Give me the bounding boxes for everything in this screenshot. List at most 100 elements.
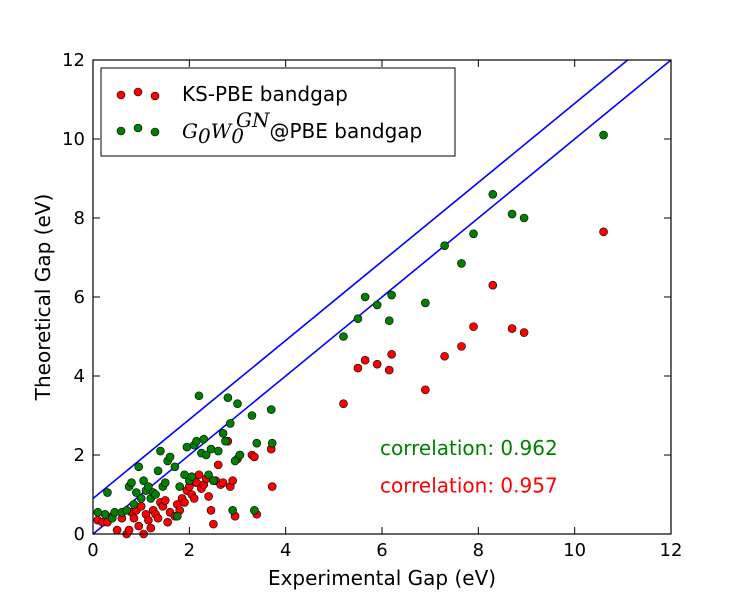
data-point-1-46 <box>228 505 237 515</box>
data-point-0-35 <box>194 470 204 480</box>
data-point-0-69 <box>519 328 529 337</box>
correlation-ks-text: correlation: 0.957 <box>380 474 558 498</box>
data-point-1-53 <box>266 405 276 414</box>
data-point-1-0 <box>93 507 103 517</box>
y-tick-label-5: 10 <box>62 129 85 150</box>
data-point-1-66 <box>507 209 517 219</box>
data-point-0-61 <box>384 365 394 375</box>
data-point-1-11 <box>134 462 144 472</box>
data-point-1-12 <box>136 494 146 503</box>
legend-gw-sup: GN <box>236 108 271 132</box>
data-point-0-64 <box>440 351 449 361</box>
data-point-0-57 <box>339 399 348 408</box>
legend-marker-gw-3 <box>150 127 160 137</box>
legend-gw-G: G <box>182 119 198 143</box>
data-point-1-41 <box>213 446 223 456</box>
x-axis-label: Experimental Gap (eV) <box>268 566 496 590</box>
data-point-1-56 <box>353 314 363 324</box>
data-point-0-15 <box>144 515 153 525</box>
data-point-1-65 <box>488 190 498 199</box>
data-point-0-16 <box>146 523 156 533</box>
data-point-1-18 <box>151 490 160 499</box>
data-point-0-48 <box>228 476 237 485</box>
data-point-1-29 <box>182 442 192 452</box>
data-point-1-49 <box>235 450 245 460</box>
data-point-1-10 <box>132 488 141 497</box>
data-point-0-12 <box>136 502 146 511</box>
series-1 <box>93 130 608 523</box>
data-point-1-64 <box>469 229 478 239</box>
data-point-1-19 <box>153 466 163 476</box>
data-point-1-13 <box>139 476 148 485</box>
data-point-1-38 <box>204 470 213 480</box>
data-point-1-59 <box>384 316 394 326</box>
data-point-0-41 <box>209 519 218 529</box>
data-point-1-44 <box>223 393 233 403</box>
data-point-0-63 <box>421 385 430 395</box>
legend: KS-PBE bandgap G0W0GN@PBE bandgap <box>100 67 456 157</box>
data-point-1-40 <box>209 476 218 485</box>
data-point-1-37 <box>201 450 211 460</box>
y-axis: 0 2 4 6 8 10 12 <box>62 50 671 545</box>
data-point-1-68 <box>599 130 608 140</box>
data-point-0-43 <box>213 460 223 470</box>
legend-marker-ks-1 <box>116 90 126 100</box>
data-point-0-11 <box>134 521 144 531</box>
data-point-1-48 <box>233 399 242 408</box>
data-point-0-70 <box>599 227 608 237</box>
legend-marker-gw-2 <box>133 123 143 133</box>
data-point-0-22 <box>160 496 170 505</box>
data-point-0-56 <box>267 482 277 491</box>
data-point-1-61 <box>421 298 430 308</box>
data-point-1-62 <box>440 241 449 250</box>
data-point-0-39 <box>204 492 213 501</box>
data-point-1-31 <box>187 472 197 482</box>
series-0 <box>93 227 608 539</box>
data-point-1-57 <box>360 292 370 302</box>
x-tick-label-3: 6 <box>376 540 387 561</box>
data-point-0-4 <box>112 525 122 535</box>
data-point-1-52 <box>252 438 262 448</box>
data-point-0-65 <box>457 342 466 351</box>
x-tick-label-1: 2 <box>184 540 195 561</box>
data-point-1-22 <box>160 478 170 487</box>
data-point-0-7 <box>124 525 134 535</box>
x-tick-label-2: 4 <box>280 540 291 561</box>
data-point-1-47 <box>230 456 240 466</box>
data-point-0-58 <box>353 363 363 373</box>
legend-label-ks: KS-PBE bandgap <box>182 82 348 106</box>
data-series-layer <box>93 130 608 539</box>
data-point-1-43 <box>221 436 230 446</box>
data-point-1-34 <box>194 391 204 401</box>
y-tick-label-2: 4 <box>74 366 85 387</box>
legend-gw-W: W <box>211 119 233 143</box>
data-point-0-53 <box>250 452 259 462</box>
data-point-0-62 <box>387 349 396 359</box>
data-point-1-45 <box>225 419 235 428</box>
data-point-1-8 <box>127 478 136 487</box>
y-tick-label-1: 2 <box>74 445 85 466</box>
data-point-0-9 <box>129 513 139 523</box>
correlation-gw-text: correlation: 0.962 <box>380 436 558 460</box>
y-tick-label-3: 6 <box>74 287 85 308</box>
data-point-1-36 <box>199 434 209 444</box>
data-point-1-60 <box>387 290 396 300</box>
legend-marker-ks-3 <box>150 91 160 101</box>
data-point-0-68 <box>507 324 517 333</box>
legend-marker-gw-1 <box>116 126 126 136</box>
x-tick-label-6: 12 <box>660 540 683 561</box>
data-point-0-40 <box>206 505 216 515</box>
data-point-1-15 <box>144 482 153 491</box>
data-point-1-4 <box>110 507 119 517</box>
reference-lines <box>92 59 672 535</box>
data-point-0-45 <box>218 478 228 487</box>
data-point-1-63 <box>457 259 466 268</box>
reference-line-0 <box>92 59 672 535</box>
x-tick-label-0: 0 <box>87 540 98 561</box>
data-point-1-24 <box>165 452 175 462</box>
data-point-1-55 <box>339 332 348 341</box>
data-point-1-1 <box>100 509 110 519</box>
y-tick-label-0: 0 <box>74 524 85 545</box>
data-point-0-33 <box>189 494 199 503</box>
